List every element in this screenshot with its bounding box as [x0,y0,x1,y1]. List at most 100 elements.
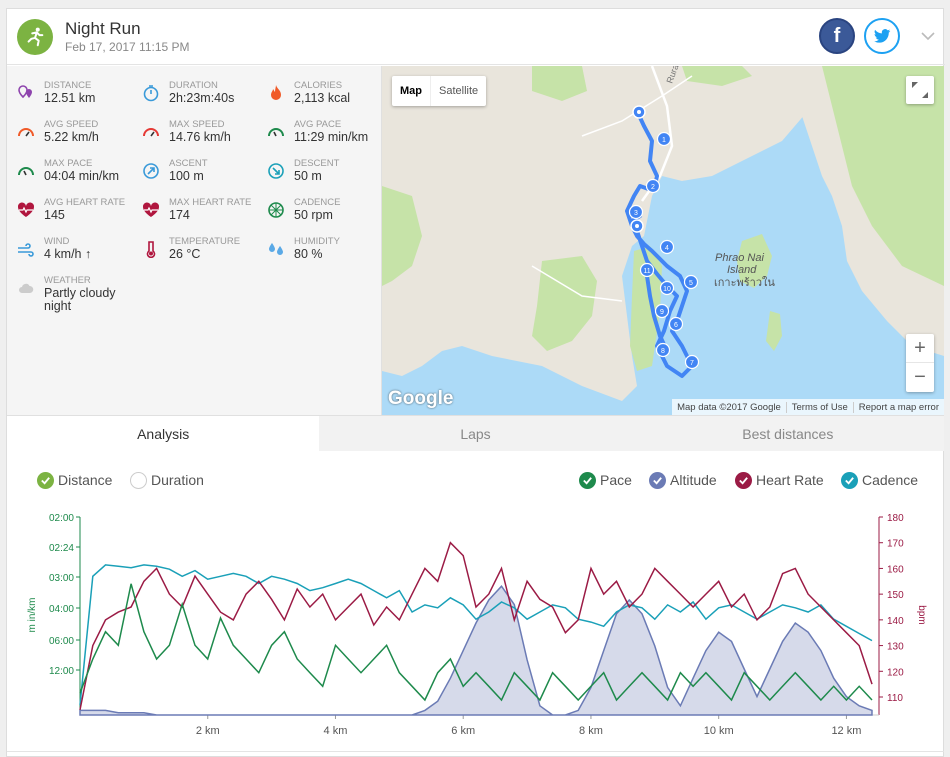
series-altitude-area[interactable] [79,585,873,716]
series-toggle-cadence[interactable]: Cadence [841,470,918,490]
finish-pin-icon[interactable] [630,219,644,233]
distance-pin-icon [18,85,32,99]
x-tick-label: 12 km [831,725,861,737]
island-label-local: เกาะพร้าวใน [714,276,775,289]
stat-value: 2,113 kcal [294,91,351,105]
activity-chart[interactable]: 02:00 02:24 03:00 04:00 06:00 12:00 m in/km 110… [7,505,944,745]
zoom-in-button[interactable]: + [906,334,934,363]
stat-value: 14.76 km/h [169,130,231,144]
ascent-icon [143,163,159,179]
x-tick-label: 6 km [451,725,475,737]
stat-value: 2h:23m:40s [169,91,235,105]
route-marker-9[interactable]: 9 [654,303,670,319]
stat-value: Partly cloudy night [44,286,116,313]
tab-laps[interactable]: Laps [319,416,632,451]
right-tick-label: 170 [887,539,904,550]
twitter-icon [874,29,891,43]
left-tick-label: 04:00 [49,604,74,615]
tab-analysis[interactable]: Analysis [7,416,320,451]
svg-text:1: 1 [662,137,666,144]
stat-value: 174 [169,208,190,222]
axis-mode-duration-label: Duration [151,472,204,488]
svg-text:10: 10 [663,286,671,293]
stat-label: MAX PACE [44,158,93,169]
fullscreen-icon [912,82,928,98]
route-marker-10[interactable]: 10 [659,280,675,296]
stat-duration: DURATION 2h:23m:40s [132,76,257,112]
x-tick-label: 10 km [704,725,734,737]
island-label-line-1: Phrao Nai [715,252,764,264]
fullscreen-button[interactable] [906,76,934,104]
cloudy-night-icon [19,283,34,293]
right-tick-label: 160 [887,564,904,575]
report-map-error-link[interactable]: Report a map error [858,401,939,413]
left-tick-label: 02:00 [49,513,74,524]
stat-weather: WEATHER Partly cloudy night [7,271,132,313]
map-type-control: Map Satellite [392,76,487,106]
series-pace-line[interactable] [79,583,873,702]
left-tick-label: 12:00 [49,666,74,677]
stat-label: WIND [44,236,70,247]
route-marker-3[interactable]: 3 [628,204,644,220]
svg-text:9: 9 [660,309,664,316]
series-heart-rate-label: Heart Rate [756,472,824,488]
card-footer [7,751,944,757]
stat-value: 04:04 min/km [44,169,120,183]
start-pin-icon[interactable] [632,105,646,119]
series-toggle-heart-rate[interactable]: Heart Rate [735,470,824,490]
zoom-out-button[interactable]: − [914,366,926,388]
svg-text:3: 3 [634,210,638,217]
axis-mode-distance-label: Distance [58,472,113,488]
wind-icon [18,243,34,257]
svg-text:11: 11 [643,268,650,275]
svg-text:7: 7 [690,360,694,367]
series-altitude-label: Altitude [670,472,717,488]
heart-rate-icon [142,202,160,217]
right-axis-title: bpm [916,605,927,624]
svg-text:4: 4 [665,245,669,252]
stat-avg-heart-rate: AVG HEART RATE 145 [7,193,132,229]
route-marker-2[interactable]: 2 [645,178,661,194]
tab-best-distances[interactable]: Best distances [631,416,944,451]
route-marker-7[interactable]: 7 [684,354,700,370]
axis-mode-distance[interactable]: Distance [37,470,112,490]
route-marker-6[interactable]: 6 [668,316,684,332]
svg-text:2: 2 [651,184,655,191]
map-data-credit: Map data ©2017 Google [672,401,787,413]
facebook-share-button[interactable]: f [819,18,855,54]
route-map[interactable]: 1 2 3 4 5 6 7 8 9 10 11 Rural Rd Phrao Nai Island … [382,66,944,415]
map-type-satellite-button[interactable]: Satellite [439,85,479,97]
twitter-share-button[interactable] [864,18,900,54]
map-type-map-button[interactable]: Map [392,76,431,106]
terms-of-use-link[interactable]: Terms of Use [787,401,854,413]
stat-value: 5.22 km/h [44,130,99,144]
route-marker-8[interactable]: 8 [655,342,671,358]
series-heart-rate-line[interactable] [79,541,873,711]
stat-value: 4 km/h ↑ [44,247,92,261]
pace-gauge-icon [18,167,34,176]
route-marker-11[interactable]: 11 [639,262,655,278]
route-marker-5[interactable]: 5 [683,274,699,290]
stat-value: 50 m [294,169,322,183]
expand-chevron-button[interactable] [917,25,939,47]
facebook-icon: f [833,24,841,47]
heart-rate-icon [17,202,35,217]
stat-label: TEMPERATURE [169,236,241,247]
google-logo: Google [388,388,454,409]
check-icon [579,471,596,489]
flame-icon [271,85,281,100]
series-cadence-label: Cadence [862,472,919,488]
x-tick-label: 4 km [324,725,348,737]
series-toggle-pace[interactable]: Pace [579,470,632,490]
series-toggle-altitude[interactable]: Altitude [649,470,717,490]
series-cadence-line[interactable] [79,564,873,706]
stat-max-pace: MAX PACE 04:04 min/km [7,154,132,190]
stat-value: 80 % [294,247,323,261]
route-marker-4[interactable]: 4 [659,239,675,255]
check-icon [841,471,858,489]
series-pace-label: Pace [600,472,632,488]
stat-value: 11:29 min/km [294,130,369,144]
axis-mode-duration[interactable]: Duration [130,470,204,490]
route-marker-1[interactable]: 1 [656,131,672,147]
